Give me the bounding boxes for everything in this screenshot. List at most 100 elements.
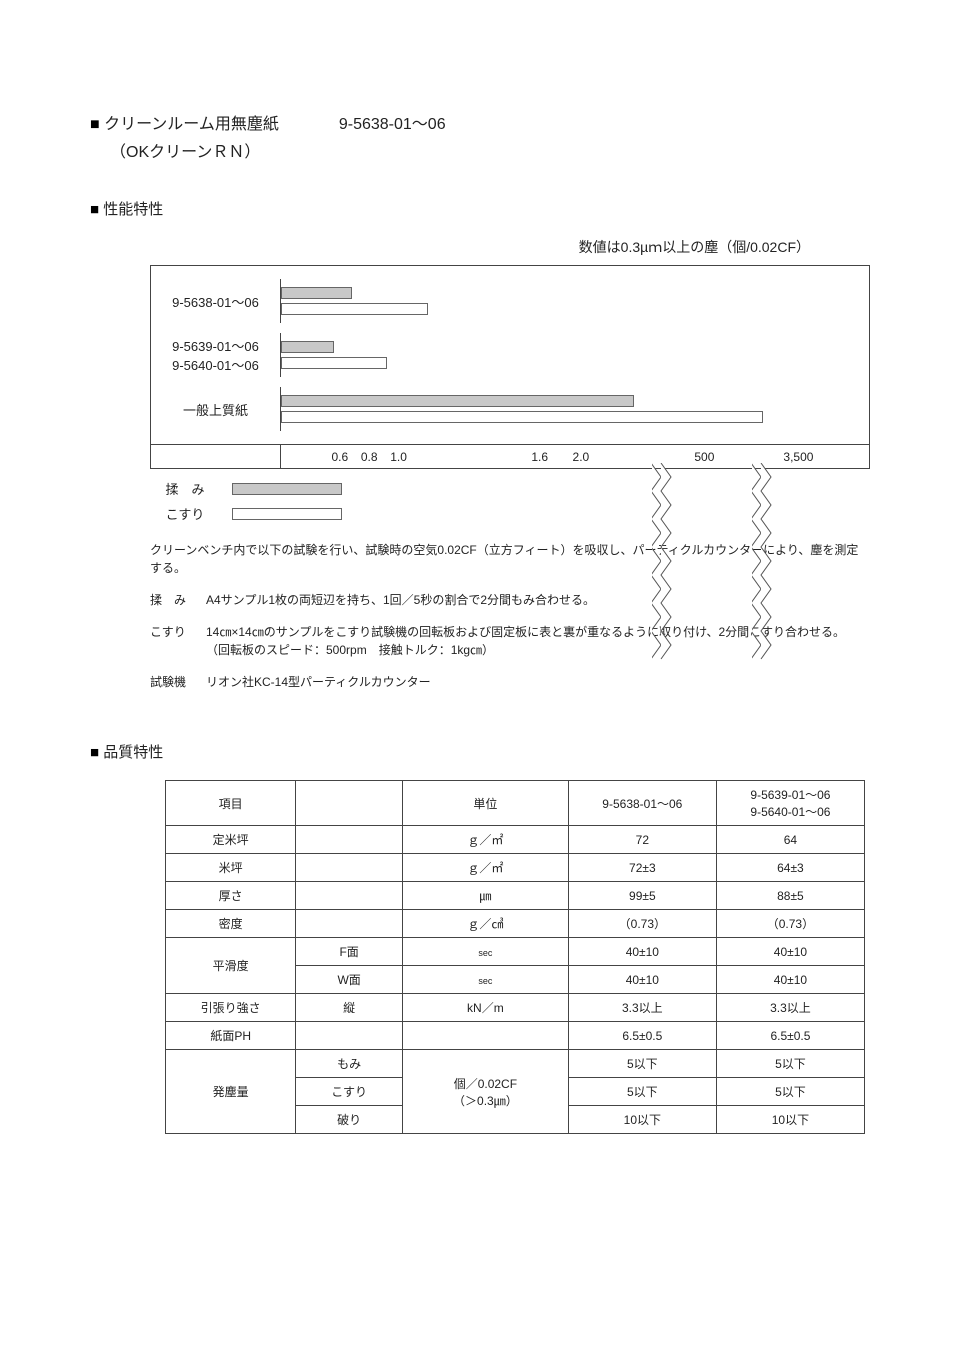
title-text: クリーンルーム用無塵紙 <box>90 110 279 134</box>
note-body: リオン社KC-14型パーティクルカウンター <box>206 673 866 691</box>
axis-break-icon <box>752 463 774 671</box>
cell-v2: 10以下 <box>716 1106 864 1134</box>
title-code: 9-5638-01～06 <box>339 110 446 134</box>
cell-v1: 5以下 <box>568 1050 716 1078</box>
cell-item: 密度 <box>166 910 296 938</box>
legend-swatch <box>232 483 342 495</box>
cell-sub: F面 <box>296 938 403 966</box>
cell-v2: 6.5±0.5 <box>716 1022 864 1050</box>
chart-bars <box>281 279 869 323</box>
th-col2: 9-5639-01～069-5640-01～06 <box>716 781 864 826</box>
note-key: 揉 み <box>150 591 206 609</box>
cell-v1: 3.3以上 <box>568 994 716 1022</box>
chart-bars <box>281 387 869 431</box>
axis-tick: 0.8 <box>361 450 378 464</box>
cell-unit: ｇ／㎡ <box>402 854 568 882</box>
cell-unit: ｇ／㎡ <box>402 826 568 854</box>
chart-row-label: 一般上質紙 <box>151 387 281 431</box>
th-sub <box>296 781 403 826</box>
bar-kosuri <box>281 303 428 315</box>
note-line: 試験機リオン社KC-14型パーティクルカウンター <box>150 673 870 691</box>
cell-sub: W面 <box>296 966 403 994</box>
table-row: 米坪 ｇ／㎡72±364±3 <box>166 854 865 882</box>
table-header-row: 項目 単位 9-5638-01～06 9-5639-01～069-5640-01… <box>166 781 865 826</box>
cell-unit: ｇ／㎤ <box>402 910 568 938</box>
chart-row: 9-5638-01～06 <box>151 279 869 323</box>
cell-v1: 10以下 <box>568 1106 716 1134</box>
chart-caption: 数値は0.3µｍ以上の塵（個/0.02CF） <box>90 237 870 257</box>
cell-v1: 99±5 <box>568 882 716 910</box>
cell-v2: （0.73） <box>716 910 864 938</box>
section1-heading: 性能特性 <box>90 198 870 219</box>
table-row: 厚さ ㎛99±588±5 <box>166 882 865 910</box>
quality-table-wrap: 項目 単位 9-5638-01～06 9-5639-01～069-5640-01… <box>165 780 870 1134</box>
cell-v1: 72 <box>568 826 716 854</box>
cell-v1: 40±10 <box>568 938 716 966</box>
cell-v1: （0.73） <box>568 910 716 938</box>
cell-sub: こすり <box>296 1078 403 1106</box>
page-subtitle: （OKクリーンＲＮ） <box>110 138 870 162</box>
axis-tick: 500 <box>694 450 714 464</box>
cell-unit <box>402 1022 568 1050</box>
axis-tick: 3,500 <box>783 450 813 464</box>
cell-item: 米坪 <box>166 854 296 882</box>
table-row: 発塵量もみ個／0.02CF（＞0.3㎛）5以下5以下 <box>166 1050 865 1078</box>
table-row: 引張り強さ縦kN／m3.3以上3.3以上 <box>166 994 865 1022</box>
cell-sub <box>296 882 403 910</box>
table-row: 定米坪 ｇ／㎡7264 <box>166 826 865 854</box>
cell-v2: 5以下 <box>716 1050 864 1078</box>
bar-momi <box>281 395 634 407</box>
bar-kosuri <box>281 411 763 423</box>
page-title: クリーンルーム用無塵紙 9-5638-01～06 <box>90 110 870 134</box>
cell-sub: もみ <box>296 1050 403 1078</box>
cell-item: 引張り強さ <box>166 994 296 1022</box>
cell-v2: 64 <box>716 826 864 854</box>
cell-item: 紙面PH <box>166 1022 296 1050</box>
th-item: 項目 <box>166 781 296 826</box>
legend-label: こすり <box>150 504 220 523</box>
axis-tick: 1.0 <box>390 450 407 464</box>
bar-kosuri <box>281 357 387 369</box>
note-key: こすり <box>150 623 206 641</box>
cell-sub <box>296 1022 403 1050</box>
cell-item: 厚さ <box>166 882 296 910</box>
axis-tick: 0.6 <box>331 450 348 464</box>
th-unit: 単位 <box>402 781 568 826</box>
cell-v2: 40±10 <box>716 938 864 966</box>
axis-break-icon <box>652 463 674 671</box>
cell-v1: 40±10 <box>568 966 716 994</box>
axis-tick: 2.0 <box>573 450 590 464</box>
chart-row: 一般上質紙 <box>151 387 869 431</box>
section2-heading: 品質特性 <box>90 741 870 762</box>
cell-v2: 5以下 <box>716 1078 864 1106</box>
cell-unit: sec <box>402 938 568 966</box>
cell-v1: 72±3 <box>568 854 716 882</box>
cell-item: 発塵量 <box>166 1050 296 1134</box>
cell-v1: 6.5±0.5 <box>568 1022 716 1050</box>
cell-item: 平滑度 <box>166 938 296 994</box>
quality-table: 項目 単位 9-5638-01～06 9-5639-01～069-5640-01… <box>165 780 865 1134</box>
chart-bars <box>281 333 869 377</box>
cell-sub <box>296 910 403 938</box>
table-row: 紙面PH 6.5±0.56.5±0.5 <box>166 1022 865 1050</box>
chart-row-label: 9-5638-01～06 <box>151 279 281 323</box>
chart-row: 9-5639-01～069-5640-01～06 <box>151 333 869 377</box>
legend-swatch <box>232 508 342 520</box>
cell-v1: 5以下 <box>568 1078 716 1106</box>
chart-area: 9-5638-01～06 9-5639-01～069-5640-01～06 一般上質… <box>150 265 870 445</box>
cell-v2: 40±10 <box>716 966 864 994</box>
cell-v2: 88±5 <box>716 882 864 910</box>
cell-item: 定米坪 <box>166 826 296 854</box>
chart-row-label: 9-5639-01～069-5640-01～06 <box>151 333 281 377</box>
cell-unit: 個／0.02CF（＞0.3㎛） <box>402 1050 568 1134</box>
table-row: 密度ｇ／㎤（0.73）（0.73） <box>166 910 865 938</box>
cell-v2: 64±3 <box>716 854 864 882</box>
th-col1: 9-5638-01～06 <box>568 781 716 826</box>
bar-momi <box>281 287 352 299</box>
axis-tick: 1.6 <box>531 450 548 464</box>
table-row: 平滑度F面sec40±1040±10 <box>166 938 865 966</box>
chart-wrap: 9-5638-01～06 9-5639-01～069-5640-01～06 一般上質… <box>150 265 870 469</box>
cell-unit: ㎛ <box>402 882 568 910</box>
cell-sub: 縦 <box>296 994 403 1022</box>
legend-label: 揉 み <box>150 479 220 498</box>
